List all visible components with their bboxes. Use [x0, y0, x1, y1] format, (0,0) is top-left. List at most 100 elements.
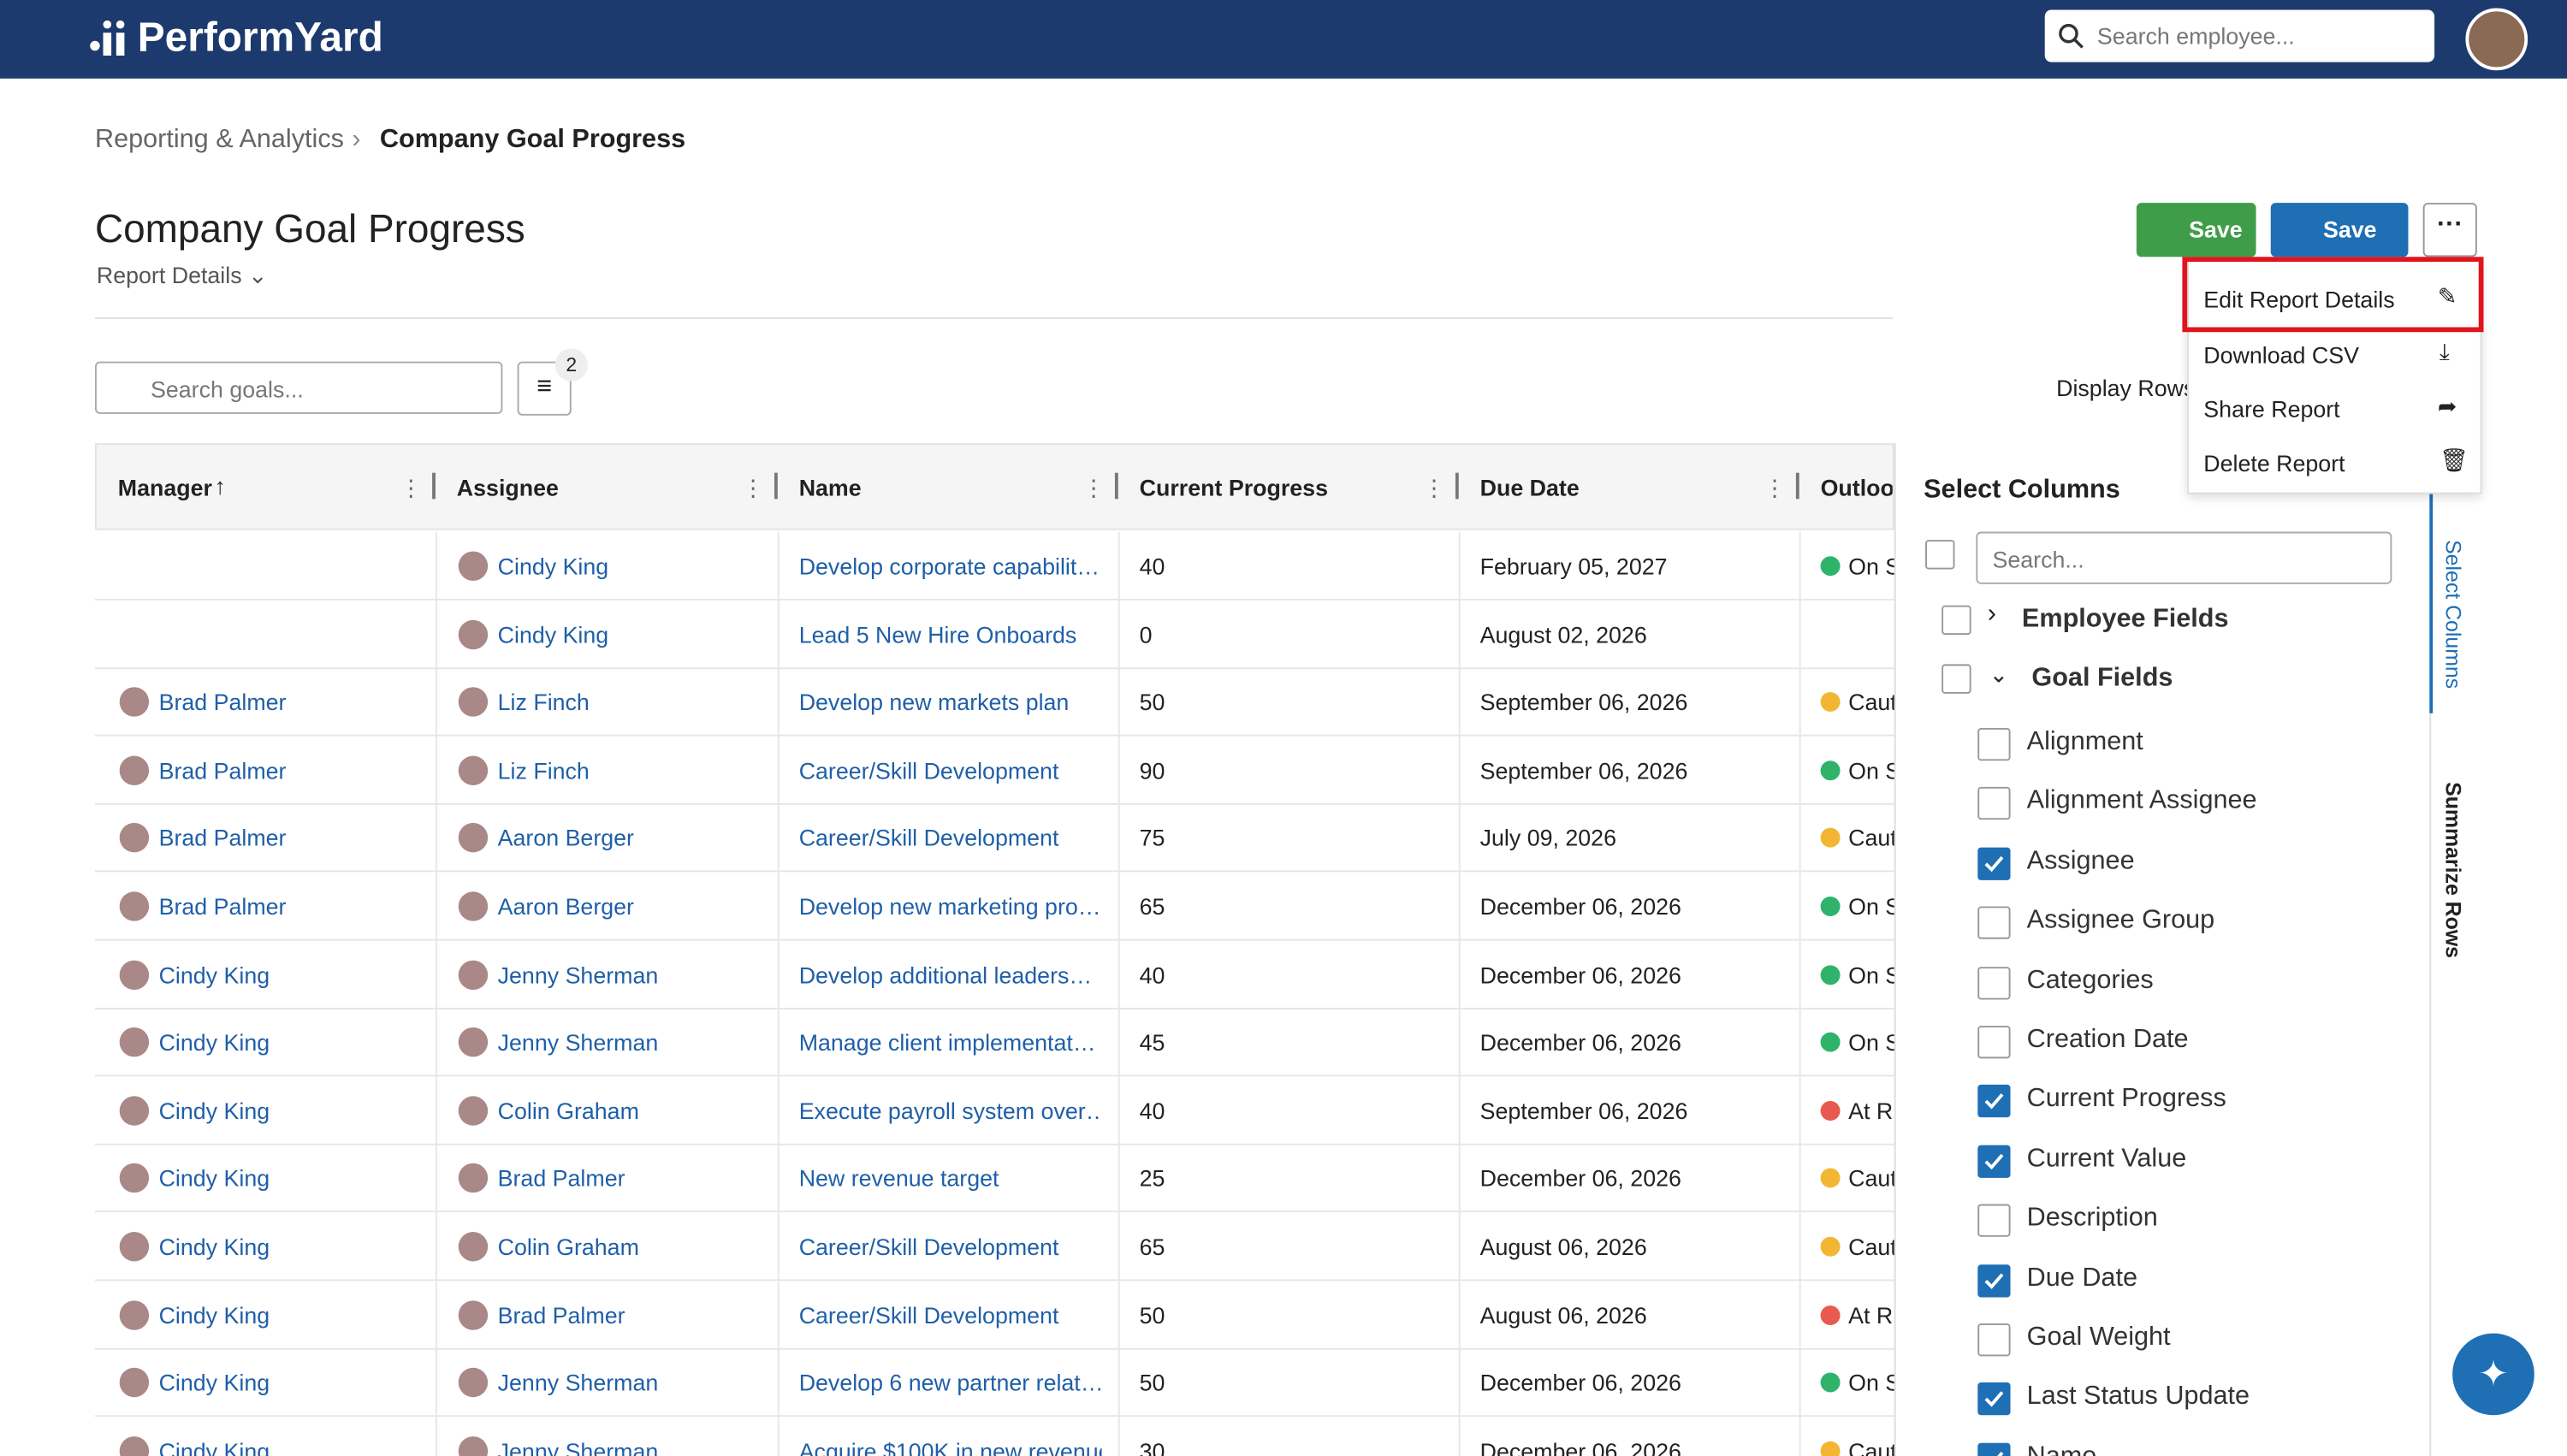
group-label[interactable]: Employee Fields	[2021, 605, 2229, 634]
field-label[interactable]: Due Date	[2026, 1264, 2137, 1293]
sort-icon[interactable]: ↑	[214, 472, 227, 500]
person-link[interactable]: Brad Palmer	[497, 1165, 625, 1192]
goal-link[interactable]: Develop additional leaders…	[798, 961, 1093, 988]
field-checkbox[interactable]	[1977, 1026, 2011, 1059]
assistant-button[interactable]: ✦	[2452, 1333, 2534, 1416]
person-link[interactable]: Brad Palmer	[158, 689, 287, 716]
column-header[interactable]: Outloo	[1820, 474, 1893, 501]
brand[interactable]: PerformYard	[137, 15, 383, 61]
person-link[interactable]: Jenny Sherman	[497, 961, 659, 988]
person-link[interactable]: Cindy King	[158, 1097, 270, 1124]
display-rows[interactable]: Display Rows	[2056, 374, 2196, 401]
person-link[interactable]: Cindy King	[158, 1165, 270, 1192]
field-checkbox[interactable]	[1977, 966, 2011, 999]
field-label[interactable]: Assignee Group	[2026, 906, 2215, 935]
menu-item[interactable]: Share Report	[2203, 395, 2340, 423]
save-button[interactable]: Save	[2136, 203, 2256, 257]
goal-link[interactable]: Acquire $100K in new revenue	[798, 1437, 1102, 1456]
field-label[interactable]: Alignment	[2026, 728, 2143, 756]
field-label[interactable]: Last Status Update	[2026, 1382, 2250, 1412]
field-checkbox[interactable]	[1977, 1382, 2011, 1416]
goal-link[interactable]: Execute payroll system over…	[798, 1097, 1102, 1124]
field-label[interactable]: Categories	[2026, 966, 2154, 994]
more-button[interactable]: ···	[2422, 203, 2477, 257]
field-checkbox[interactable]	[1977, 1264, 2011, 1297]
person-link[interactable]: Aaron Berger	[497, 893, 634, 920]
goal-search[interactable]: Search goals...	[94, 361, 503, 414]
field-label[interactable]: Assignee	[2026, 847, 2135, 875]
person-link[interactable]: Jenny Sherman	[497, 1370, 659, 1396]
column-search[interactable]: Search...	[1976, 531, 2392, 584]
filter-button[interactable]: ≡	[517, 361, 572, 416]
column-header[interactable]: Manager	[117, 474, 212, 501]
goal-link[interactable]: Career/Skill Development	[798, 757, 1059, 784]
column-menu[interactable]: ⋮	[1082, 474, 1106, 501]
person-link[interactable]: Cindy King	[158, 961, 270, 988]
field-label[interactable]: Description	[2026, 1204, 2158, 1233]
column-menu[interactable]: ⋮	[1763, 474, 1787, 501]
field-label[interactable]: Current Value	[2026, 1145, 2187, 1173]
person-link[interactable]: Cindy King	[158, 1370, 270, 1396]
person-link[interactable]: Liz Finch	[497, 757, 590, 784]
column-header[interactable]: Due Date	[1479, 474, 1580, 501]
person-link[interactable]: Brad Palmer	[158, 825, 287, 852]
goal-link[interactable]: Develop new markets plan	[798, 689, 1070, 716]
goal-link[interactable]: New revenue target	[798, 1165, 999, 1192]
field-checkbox[interactable]	[1977, 1085, 2011, 1118]
person-link[interactable]: Colin Graham	[497, 1097, 639, 1124]
select-all-checkbox[interactable]	[1925, 540, 1955, 570]
report-details-toggle[interactable]: Report Details ⌄	[96, 261, 268, 288]
field-checkbox[interactable]	[1977, 1204, 2011, 1238]
goal-link[interactable]: Develop corporate capabilit…	[798, 553, 1100, 579]
goal-link[interactable]: Career/Skill Development	[798, 1233, 1059, 1260]
person-link[interactable]: Jenny Sherman	[497, 1437, 659, 1456]
person-link[interactable]: Cindy King	[158, 1233, 270, 1260]
goal-link[interactable]: Career/Skill Development	[798, 1301, 1059, 1329]
goal-link[interactable]: Develop new marketing pro…	[798, 893, 1101, 920]
menu-item[interactable]: Delete Report	[2203, 449, 2345, 476]
field-checkbox[interactable]	[1977, 1323, 2011, 1357]
field-checkbox[interactable]	[1977, 847, 2011, 880]
column-header[interactable]: Assignee	[456, 474, 559, 501]
tab[interactable]: Summarize Rows	[2440, 782, 2466, 959]
field-checkbox[interactable]	[1977, 787, 2011, 820]
menu-item[interactable]: Download CSV	[2203, 341, 2359, 369]
goal-link[interactable]: Manage client implementat…	[798, 1029, 1096, 1056]
group-label[interactable]: Goal Fields	[2031, 664, 2173, 692]
group-checkbox[interactable]	[1942, 605, 1971, 636]
goal-link[interactable]: Career/Skill Development	[798, 825, 1059, 852]
collapse-icon[interactable]: ⌄	[1989, 660, 2009, 688]
column-header[interactable]: Current Progress	[1139, 474, 1328, 501]
field-checkbox[interactable]	[1977, 906, 2011, 940]
field-checkbox[interactable]	[1977, 728, 2011, 761]
person-link[interactable]: Aaron Berger	[497, 825, 634, 852]
menu-item[interactable]: Edit Report Details	[2203, 286, 2395, 313]
person-link[interactable]: Liz Finch	[497, 689, 590, 716]
goal-link[interactable]: Develop 6 new partner relat…	[798, 1370, 1102, 1396]
person-link[interactable]: Cindy King	[158, 1301, 270, 1329]
field-checkbox[interactable]	[1977, 1442, 2011, 1456]
column-menu[interactable]: ⋮	[741, 474, 765, 501]
column-menu[interactable]: ⋮	[1422, 474, 1446, 501]
field-label[interactable]: Name	[2027, 1442, 2097, 1456]
person-link[interactable]: Colin Graham	[497, 1233, 639, 1260]
tab[interactable]: Select Columns	[2440, 540, 2466, 690]
group-checkbox[interactable]	[1942, 664, 1971, 694]
expand-icon[interactable]: ›	[1987, 600, 1996, 629]
field-label[interactable]: Creation Date	[2026, 1026, 2189, 1054]
person-link[interactable]: Cindy King	[158, 1437, 270, 1456]
goal-link[interactable]: Lead 5 New Hire Onboards	[798, 620, 1077, 648]
report-details[interactable]: Report Details	[96, 261, 242, 288]
user-avatar[interactable]	[2465, 8, 2528, 71]
field-checkbox[interactable]	[1977, 1145, 2011, 1178]
breadcrumb-parent[interactable]: Reporting & Analytics	[94, 126, 344, 154]
field-label[interactable]: Alignment Assignee	[2026, 787, 2257, 816]
person-link[interactable]: Cindy King	[497, 620, 609, 648]
save-as-button[interactable]: Save As	[2270, 203, 2409, 296]
column-menu[interactable]: ⋮	[399, 474, 423, 501]
person-link[interactable]: Cindy King	[158, 1029, 270, 1056]
person-link[interactable]: Brad Palmer	[497, 1301, 625, 1329]
person-link[interactable]: Cindy King	[497, 553, 609, 579]
field-label[interactable]: Goal Weight	[2026, 1323, 2171, 1352]
person-link[interactable]: Brad Palmer	[158, 893, 287, 920]
